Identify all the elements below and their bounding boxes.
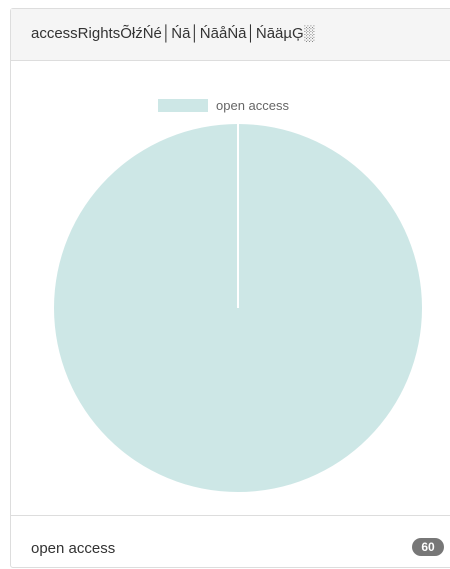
access-rights-panel: accessRightsÕłźŃé│Ńā│ŃāåŃā│ŃāäµĢ░ open a… — [10, 8, 450, 568]
pie-slice-open-access[interactable] — [54, 124, 422, 492]
legend-swatch — [158, 99, 208, 112]
chart-area: open access — [11, 61, 450, 515]
count-badge: 60 — [412, 538, 444, 556]
legend-entry[interactable]: open access — [158, 98, 289, 113]
list-item-label: open access — [31, 540, 116, 557]
list-item: open access 60 — [11, 515, 450, 569]
pie-chart: open access — [54, 98, 422, 492]
legend-label: open access — [216, 98, 289, 113]
panel-title: accessRightsÕłźŃé│Ńā│ŃāåŃā│ŃāäµĢ░ — [11, 9, 450, 61]
